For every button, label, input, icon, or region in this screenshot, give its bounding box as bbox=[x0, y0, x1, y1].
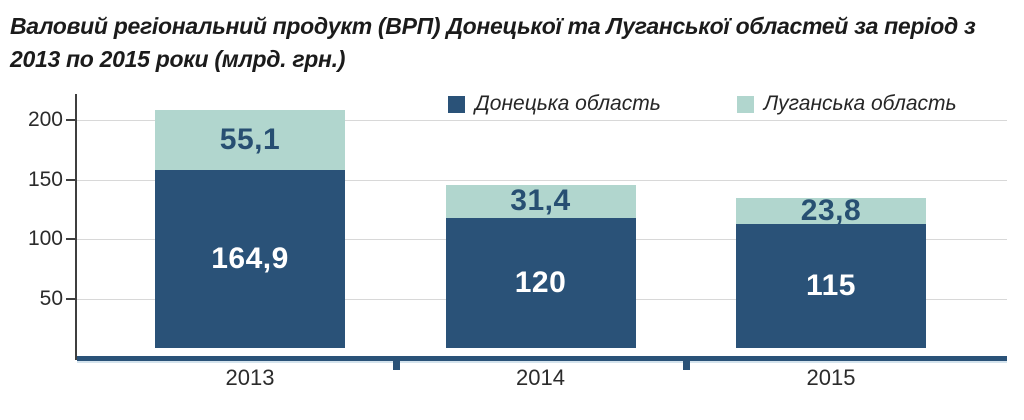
bar-value-label: 55,1 bbox=[219, 123, 281, 157]
legend-label-donetsk: Донецька область bbox=[475, 92, 661, 115]
gridline-150 bbox=[77, 179, 1007, 181]
bar-2014-segment-luhansk: 31,4 bbox=[445, 184, 636, 219]
x-axis-baseline-shadow bbox=[77, 361, 1007, 363]
bar-2015-segment-luhansk: 23,8 bbox=[736, 193, 926, 227]
y-tick-label-100: 100 bbox=[27, 227, 63, 251]
bar-2013-segment-donetsk: 164,9 bbox=[155, 169, 345, 348]
bar-2015-segment-donetsk: 115 bbox=[736, 223, 926, 348]
bar-value-label: 23,8 bbox=[800, 193, 862, 227]
x-label-2013: 2013 bbox=[225, 365, 275, 390]
donetsk-swatch-icon bbox=[448, 95, 465, 113]
legend-label-luhansk: Луганська область bbox=[763, 92, 957, 115]
plot-area: 50 100 150 200 164,9 55,1 120 31,4 115 23,8 2013… bbox=[28, 94, 1007, 390]
bar-2013-segment-luhansk: 55,1 bbox=[155, 110, 345, 170]
x-axis-tick-1 bbox=[683, 360, 690, 370]
x-axis-baseline bbox=[77, 356, 1007, 361]
gridline-200 bbox=[77, 120, 1007, 122]
chart-title-line1: Валовий регіональний продукт (ВРП) Донец… bbox=[10, 13, 976, 39]
y-tick-100 bbox=[66, 238, 75, 241]
y-tick-label-50: 50 bbox=[39, 286, 63, 310]
x-label-2015: 2015 bbox=[806, 365, 856, 390]
bar-value-label: 115 bbox=[806, 268, 856, 302]
y-tick-50 bbox=[66, 297, 75, 300]
y-tick-label-150: 150 bbox=[27, 167, 63, 191]
y-axis-line bbox=[75, 94, 77, 360]
bar-value-label: 120 bbox=[514, 266, 567, 300]
legend-item-luhansk: Луганська область bbox=[736, 92, 957, 116]
y-tick-150 bbox=[66, 178, 75, 181]
luhansk-swatch-icon bbox=[736, 95, 754, 113]
x-axis-tick-0 bbox=[393, 360, 400, 370]
bar-value-label: 164,9 bbox=[211, 241, 289, 275]
x-label-2014: 2014 bbox=[516, 365, 565, 390]
legend: Донецька область Луганська область bbox=[448, 92, 957, 116]
y-tick-label-200: 200 bbox=[27, 108, 63, 132]
y-tick-200 bbox=[66, 119, 75, 122]
chart-title: Валовий регіональний продукт (ВРП) Донец… bbox=[10, 10, 1010, 76]
chart-title-line2: 2013 по 2015 роки (млрд. грн.) bbox=[10, 46, 346, 72]
legend-item-donetsk: Донецька область bbox=[448, 92, 661, 116]
bar-2014-segment-donetsk: 120 bbox=[445, 218, 636, 348]
bar-value-label: 31,4 bbox=[510, 184, 571, 218]
